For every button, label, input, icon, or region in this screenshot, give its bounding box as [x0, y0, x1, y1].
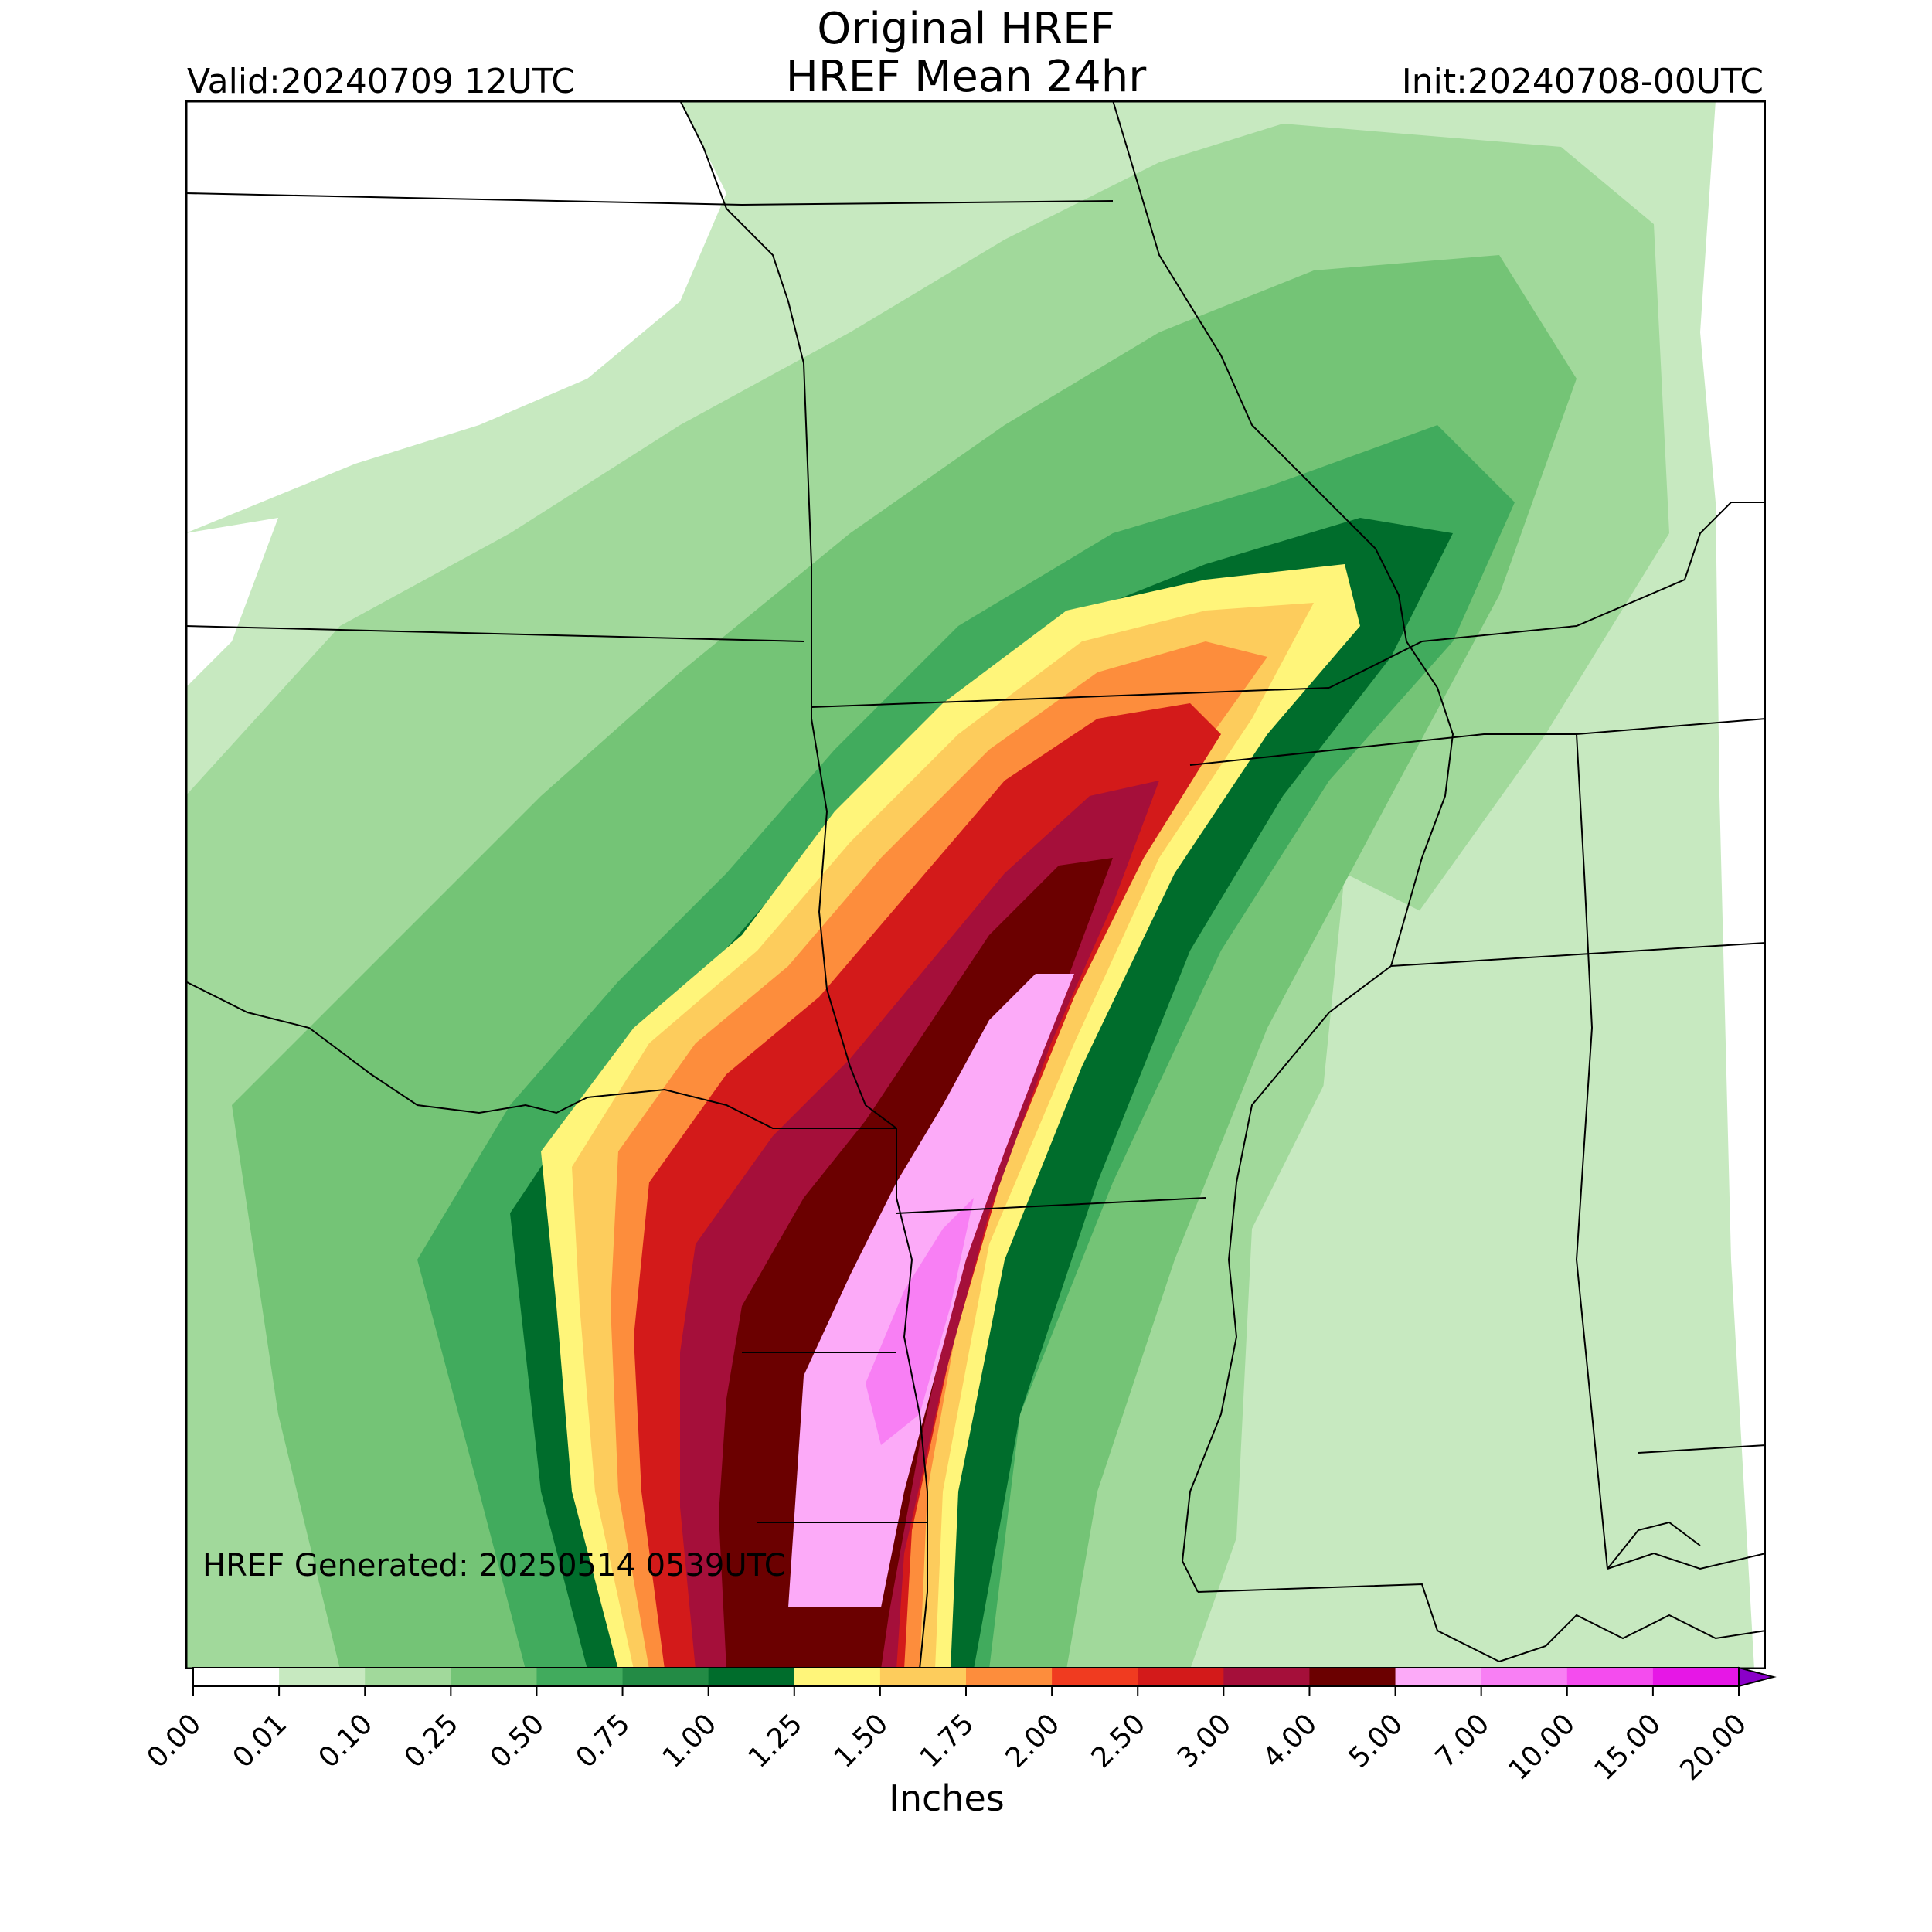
- no-precip-north: [185, 100, 726, 533]
- colorbar-extend-arrow: [1738, 1666, 1777, 1688]
- colorbar-tick-label: 0.75: [570, 1708, 637, 1774]
- colorbar: [192, 1666, 1777, 1696]
- colorbar-tick-label: 0.00: [141, 1708, 208, 1774]
- init-time-label: Init:20240708-00UTC: [1401, 62, 1764, 101]
- colorbar-tick-label: 1.25: [742, 1708, 808, 1774]
- chart-title-line-2: HREF Mean 24hr: [785, 52, 1147, 102]
- colorbar-tick-label: 15.00: [1588, 1708, 1668, 1787]
- colorbar-tick-label: 0.10: [312, 1708, 379, 1774]
- colorbar-segment: [708, 1668, 795, 1686]
- colorbar-tick-label: 10.00: [1502, 1708, 1581, 1787]
- valid-time-label: Valid:20240709 12UTC: [187, 62, 576, 101]
- colorbar-segment: [1481, 1668, 1568, 1686]
- colorbar-tick-label: 1.50: [828, 1708, 895, 1774]
- colorbar-segment: [966, 1668, 1053, 1686]
- colorbar-tick-label: 7.00: [1429, 1708, 1495, 1774]
- precipitation-map: [185, 100, 1766, 1669]
- colorbar-segment: [622, 1668, 709, 1686]
- colorbar-tick-label: 5.00: [1343, 1708, 1410, 1774]
- colorbar-tick-label: 3.00: [1171, 1708, 1238, 1774]
- colorbar-tick-label: 0.50: [484, 1708, 551, 1774]
- colorbar-segment: [1309, 1668, 1396, 1686]
- colorbar-tick-label: 0.01: [226, 1708, 294, 1774]
- colorbar-segment: [794, 1668, 881, 1686]
- colorbar-segment: [279, 1668, 366, 1686]
- colorbar-segment: [879, 1668, 967, 1686]
- colorbar-segment: [536, 1668, 624, 1686]
- colorbar-tick-label: 0.25: [398, 1708, 465, 1774]
- colorbar-units-label: Inches: [889, 1777, 1005, 1819]
- colorbar-tick-label: 20.00: [1674, 1708, 1753, 1787]
- colorbar-segment: [193, 1668, 280, 1686]
- colorbar-segment: [451, 1668, 537, 1686]
- colorbar-tick-label: 1.00: [656, 1708, 723, 1774]
- colorbar-segment: [1223, 1668, 1310, 1686]
- state-boundaries: [185, 100, 1766, 1669]
- colorbar-segment: [1652, 1668, 1740, 1686]
- colorbar-tick-label: 1.75: [913, 1708, 981, 1774]
- no-precip-west: [185, 518, 278, 688]
- generated-timestamp: HREF Generated: 20250514 0539UTC: [202, 1548, 786, 1583]
- colorbar-tick-label: 2.00: [999, 1708, 1066, 1774]
- colorbar-segment: [1052, 1668, 1138, 1686]
- no-precip-east-edge: [1638, 100, 1766, 1669]
- map-canvas: [185, 100, 1766, 1669]
- colorbar-segment: [1138, 1668, 1224, 1686]
- colorbar-segment: [1566, 1668, 1654, 1686]
- band-0-01-east: [1291, 873, 1561, 1646]
- colorbar-segment: [365, 1668, 451, 1686]
- colorbar-segment: [1395, 1668, 1482, 1686]
- colorbar-tick-label: 4.00: [1257, 1708, 1324, 1774]
- colorbar-tick-label: 2.50: [1085, 1708, 1152, 1774]
- chart-title-line-1: Original HREF: [817, 4, 1115, 54]
- band-7-00: [866, 1198, 974, 1445]
